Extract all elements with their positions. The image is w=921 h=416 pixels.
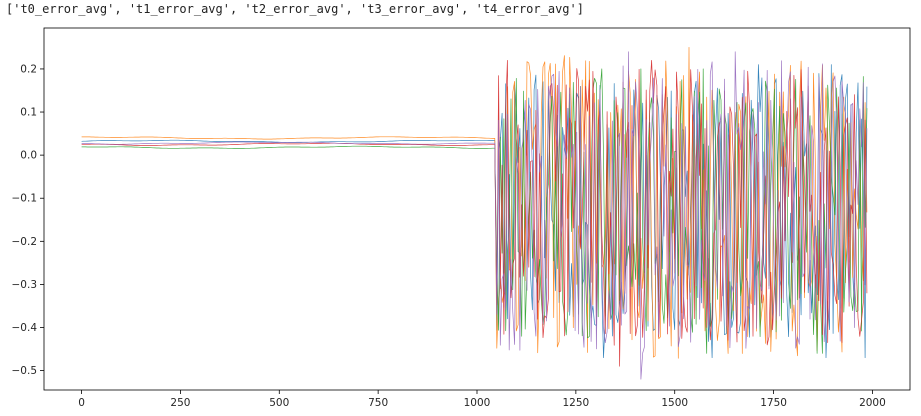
y-tick-label: 0.1: [20, 107, 37, 119]
y-tick-label: −0.3: [12, 279, 38, 291]
series-line-4: [81, 51, 868, 380]
x-axis: 0 250 500 750 1000 1250 1500 1750 2000: [78, 390, 886, 409]
x-tick-label: 1000: [464, 397, 491, 409]
series-line-2: [81, 68, 868, 354]
series-line-0: [81, 64, 868, 359]
x-tick-label: 1250: [562, 397, 589, 409]
x-tick-label: 500: [269, 397, 289, 409]
x-tick-label: 1750: [760, 397, 787, 409]
y-tick-label: 0.0: [20, 150, 37, 162]
x-tick-label: 250: [170, 397, 190, 409]
y-axis: 0.2 0.1 0.0 −0.1 −0.2 −0.3 −0.4 −0.5: [12, 63, 44, 377]
x-tick-label: 2000: [859, 397, 886, 409]
y-tick-label: 0.2: [20, 63, 37, 75]
y-tick-label: −0.2: [12, 236, 38, 248]
series-layer: [81, 47, 868, 380]
y-tick-label: −0.1: [12, 193, 38, 205]
y-tick-label: −0.4: [12, 322, 38, 334]
x-tick-label: 0: [78, 397, 85, 409]
series-line-1: [81, 47, 868, 359]
output-text: ['t0_error_avg', 't1_error_avg', 't2_err…: [6, 2, 584, 16]
x-tick-label: 1500: [661, 397, 688, 409]
x-tick-label: 750: [368, 397, 388, 409]
y-tick-label: −0.5: [12, 365, 38, 377]
